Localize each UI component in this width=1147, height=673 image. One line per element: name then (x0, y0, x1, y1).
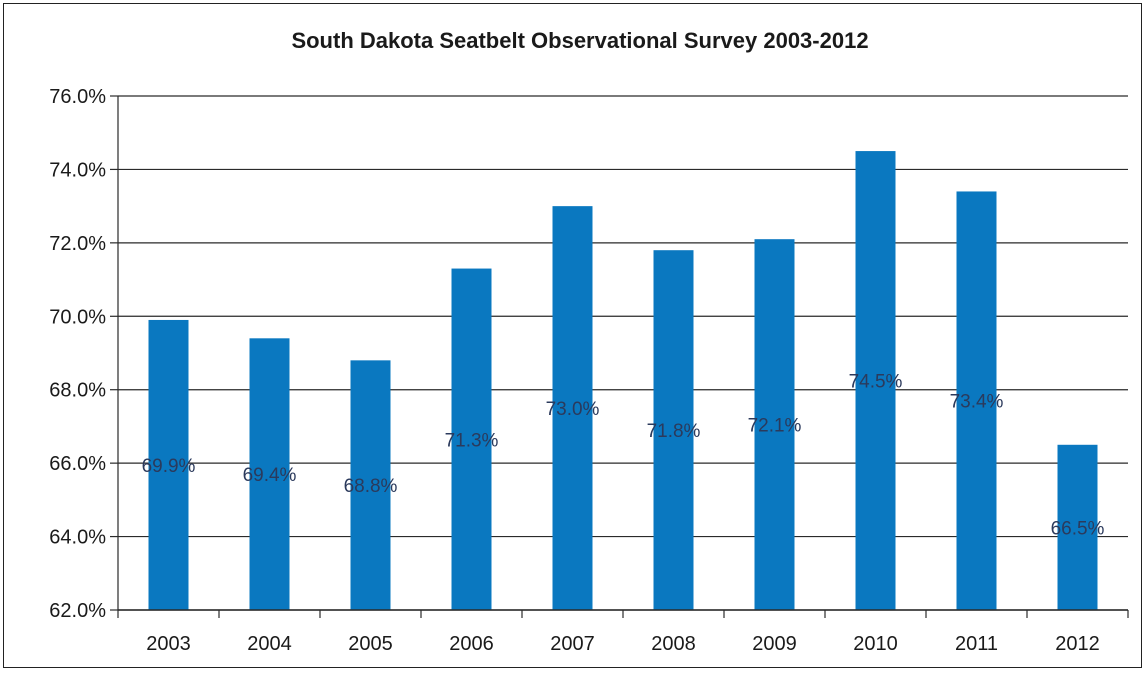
bar-2007 (552, 206, 593, 610)
bar-2009 (754, 239, 795, 610)
data-label: 69.4% (243, 465, 297, 486)
x-tick-label: 2011 (955, 633, 998, 655)
data-label: 68.8% (344, 476, 398, 497)
x-tick-label: 2005 (348, 633, 393, 655)
bar-2003 (148, 319, 189, 610)
y-tick-label: 70.0% (49, 306, 106, 328)
y-tick-label: 72.0% (49, 233, 106, 255)
x-tick-label: 2009 (752, 633, 797, 655)
x-tick-label: 2004 (247, 633, 292, 655)
x-tick-label: 2006 (449, 633, 494, 655)
bar-2004 (249, 338, 290, 610)
data-label: 66.5% (1051, 518, 1105, 539)
data-label: 71.8% (647, 421, 701, 442)
data-label: 74.5% (849, 372, 903, 393)
bar-2011 (956, 191, 997, 610)
bar-2010 (855, 151, 896, 611)
data-label: 72.1% (748, 416, 802, 437)
y-tick-label: 76.0% (49, 86, 106, 108)
y-tick-label: 62.0% (49, 600, 106, 622)
data-label: 73.0% (546, 399, 600, 420)
x-tick-label: 2010 (853, 633, 898, 655)
data-label: 69.9% (142, 456, 196, 477)
data-label: 73.4% (950, 392, 1004, 413)
x-tick-label: 2003 (146, 633, 191, 655)
y-tick-label: 74.0% (49, 159, 106, 181)
x-tick-label: 2007 (550, 633, 595, 655)
bar-2005 (350, 360, 391, 610)
y-tick-label: 66.0% (49, 453, 106, 475)
x-tick-label: 2008 (651, 633, 696, 655)
y-tick-label: 64.0% (49, 527, 106, 549)
data-label: 71.3% (445, 430, 499, 451)
bar-2012 (1057, 444, 1098, 610)
chart-title: South Dakota Seatbelt Observational Surv… (291, 28, 869, 53)
x-tick-label: 2012 (1055, 633, 1100, 655)
y-tick-label: 68.0% (49, 380, 106, 402)
bar-2006 (451, 268, 492, 610)
bar-2008 (653, 250, 694, 610)
